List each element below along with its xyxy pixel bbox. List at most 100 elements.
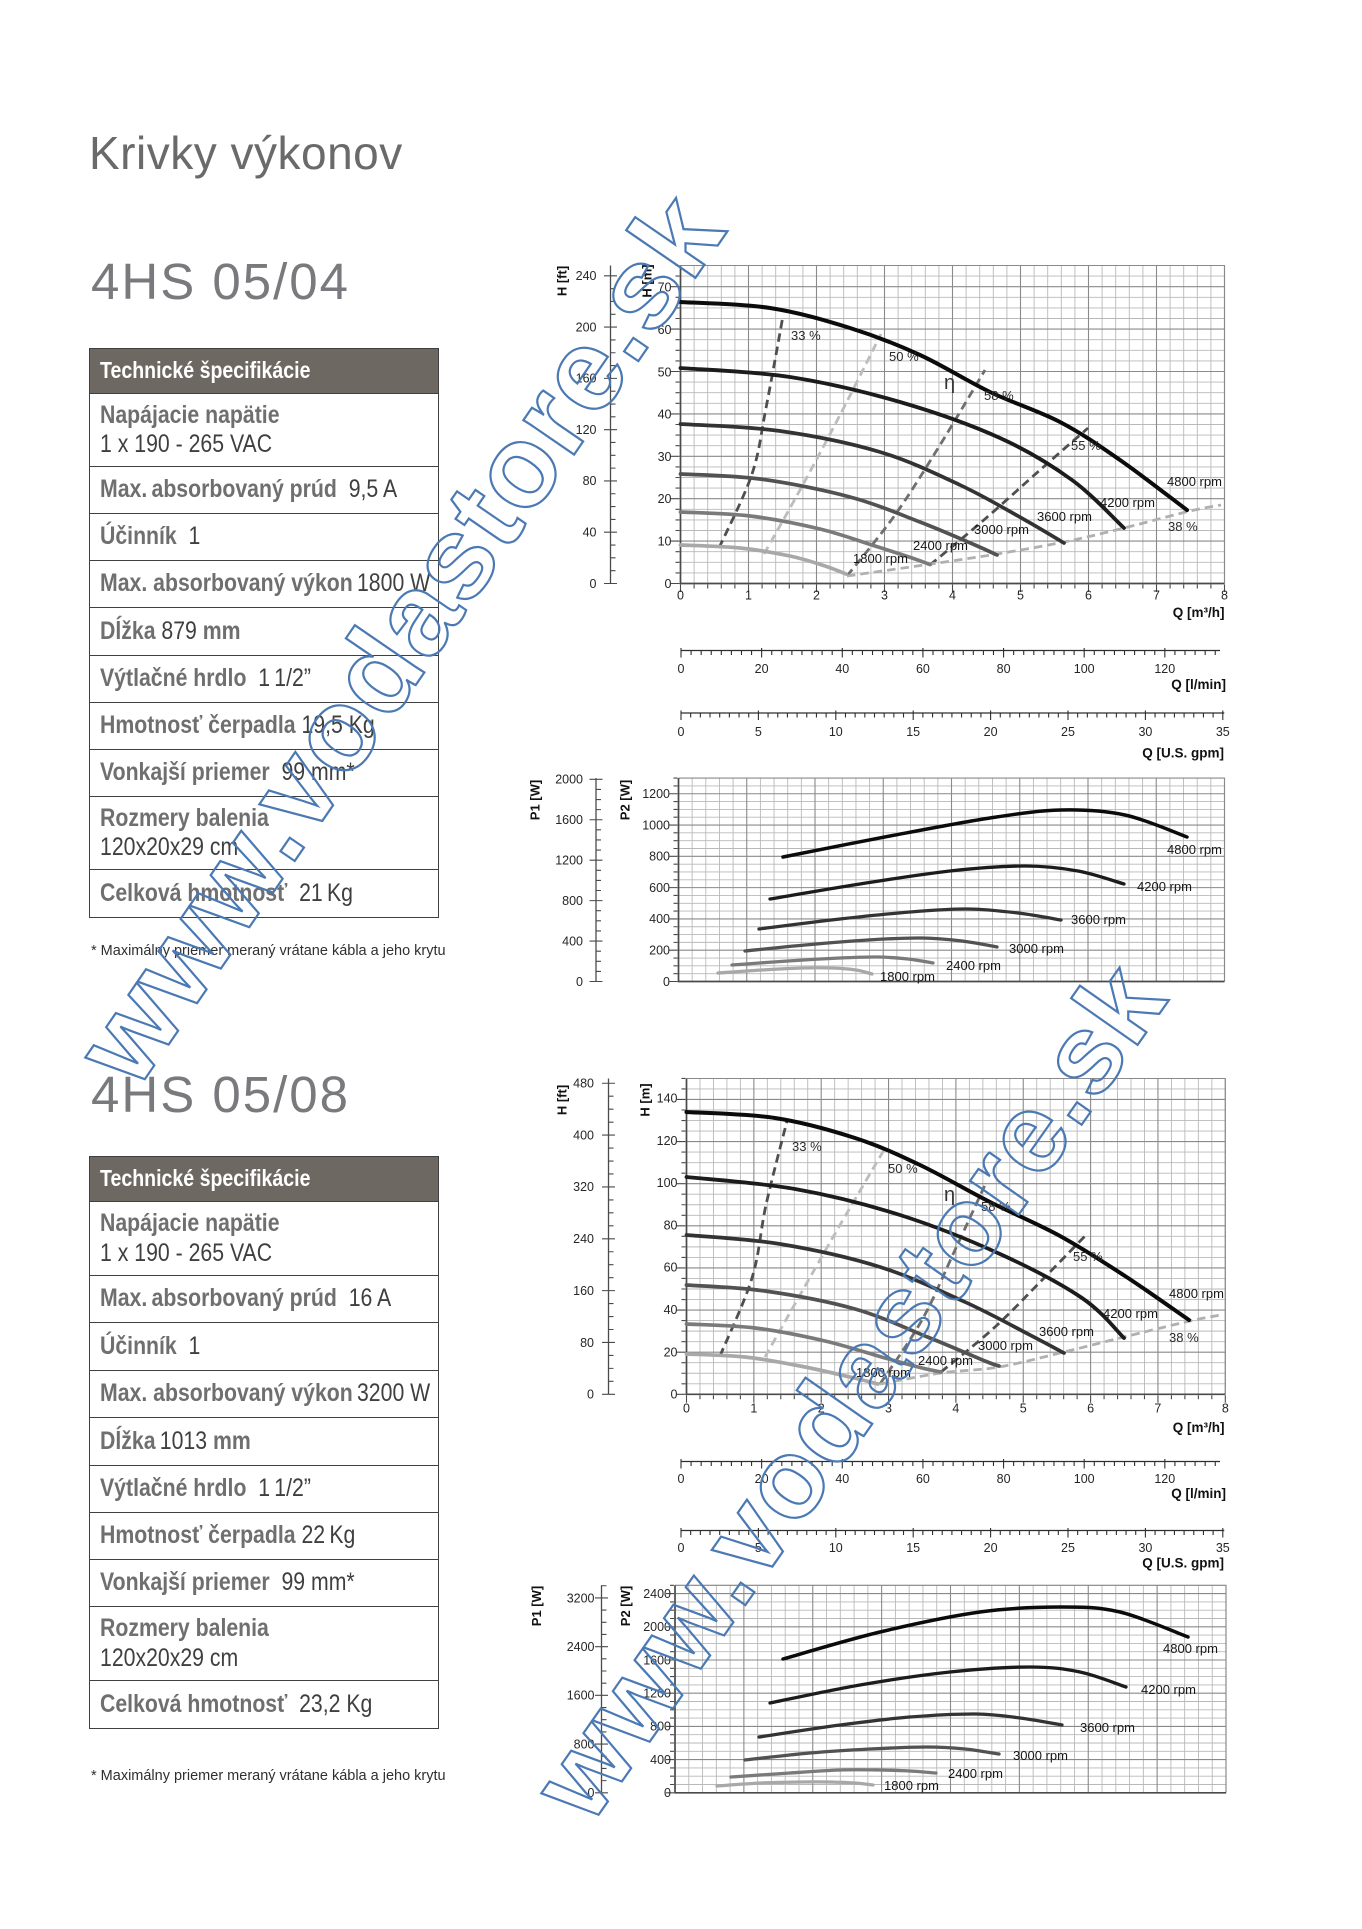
svg-text:4: 4 [949, 589, 956, 603]
svg-text:30: 30 [1138, 1541, 1152, 1555]
svg-text:40: 40 [835, 1472, 849, 1486]
svg-text:1800 rpm: 1800 rpm [853, 551, 908, 566]
svg-text:4800 rpm: 4800 rpm [1163, 1641, 1218, 1656]
svg-text:3600 rpm: 3600 rpm [1037, 509, 1092, 524]
svg-text:80: 80 [583, 474, 597, 488]
svg-text:4800 rpm: 4800 rpm [1169, 1286, 1224, 1301]
svg-text:50 %: 50 % [889, 349, 919, 364]
svg-text:55 %: 55 % [1071, 438, 1101, 453]
svg-text:1200: 1200 [643, 1687, 671, 1701]
svg-text:320: 320 [573, 1180, 594, 1194]
svg-text:40: 40 [658, 408, 672, 422]
svg-text:5: 5 [755, 1541, 762, 1555]
svg-text:2: 2 [813, 589, 820, 603]
svg-text:3600 rpm: 3600 rpm [1071, 912, 1126, 927]
svg-text:3: 3 [881, 589, 888, 603]
svg-text:200: 200 [649, 944, 670, 958]
svg-text:3000 rpm: 3000 rpm [1009, 941, 1064, 956]
svg-text:0: 0 [663, 975, 670, 989]
svg-text:40: 40 [835, 662, 849, 676]
svg-text:2000: 2000 [643, 1620, 671, 1634]
svg-text:1800 rpm: 1800 rpm [880, 969, 935, 984]
svg-text:10: 10 [658, 535, 672, 549]
svg-text:2400: 2400 [567, 1640, 595, 1654]
svg-text:40: 40 [664, 1303, 678, 1317]
svg-text:0: 0 [588, 1786, 595, 1800]
svg-text:H [m]: H [m] [638, 1083, 653, 1116]
svg-text:3: 3 [885, 1402, 892, 1416]
svg-text:140: 140 [657, 1092, 678, 1106]
svg-text:0: 0 [587, 1388, 594, 1402]
svg-text:600: 600 [649, 881, 670, 895]
svg-text:120: 120 [1154, 1472, 1175, 1486]
svg-text:30: 30 [658, 450, 672, 464]
svg-text:3000 rpm: 3000 rpm [978, 1338, 1033, 1353]
svg-text:P2 [W]: P2 [W] [618, 780, 633, 820]
svg-text:H [ft]: H [ft] [555, 1085, 570, 1115]
svg-text:4200 rpm: 4200 rpm [1137, 879, 1192, 894]
svg-text:4200 rpm: 4200 rpm [1141, 1682, 1196, 1697]
svg-text:60: 60 [664, 1261, 678, 1275]
svg-text:3000 rpm: 3000 rpm [974, 522, 1029, 537]
svg-text:20: 20 [658, 492, 672, 506]
svg-text:35: 35 [1216, 1541, 1230, 1555]
svg-text:800: 800 [574, 1737, 595, 1751]
svg-text:3200: 3200 [567, 1591, 595, 1605]
svg-text:7: 7 [1153, 589, 1160, 603]
svg-text:20: 20 [984, 1541, 998, 1555]
svg-text:3000 rpm: 3000 rpm [1013, 1748, 1068, 1763]
svg-text:50: 50 [658, 365, 672, 379]
svg-text:20: 20 [664, 1345, 678, 1359]
svg-text:120: 120 [657, 1134, 678, 1148]
svg-text:2400 rpm: 2400 rpm [946, 958, 1001, 973]
svg-text:η: η [944, 1184, 955, 1206]
svg-text:2000: 2000 [555, 773, 583, 787]
svg-text:400: 400 [649, 912, 670, 926]
svg-text:30: 30 [1138, 725, 1152, 739]
svg-text:100: 100 [1074, 662, 1095, 676]
svg-text:2400 rpm: 2400 rpm [918, 1353, 973, 1368]
svg-text:0: 0 [576, 975, 583, 989]
svg-text:100: 100 [1074, 1472, 1095, 1486]
svg-text:0: 0 [590, 577, 597, 591]
svg-text:P2 [W]: P2 [W] [618, 1586, 633, 1626]
svg-text:7: 7 [1154, 1402, 1161, 1416]
svg-text:58 %: 58 % [984, 388, 1014, 403]
svg-text:400: 400 [573, 1128, 594, 1142]
svg-text:6: 6 [1087, 1402, 1094, 1416]
svg-text:P1 [W]: P1 [W] [529, 1586, 544, 1626]
svg-text:800: 800 [649, 850, 670, 864]
svg-text:8: 8 [1222, 1402, 1229, 1416]
svg-text:6: 6 [1085, 589, 1092, 603]
svg-text:2400 rpm: 2400 rpm [948, 1766, 1003, 1781]
svg-text:5: 5 [1020, 1402, 1027, 1416]
svg-text:www.vodastore.sk: www.vodastore.sk [49, 170, 749, 1107]
svg-text:3600 rpm: 3600 rpm [1080, 1720, 1135, 1735]
svg-text:H [m]: H [m] [640, 264, 655, 297]
svg-text:35: 35 [1216, 725, 1230, 739]
svg-text:80: 80 [580, 1336, 594, 1350]
svg-text:0: 0 [665, 577, 672, 591]
svg-text:100: 100 [657, 1176, 678, 1190]
svg-text:1000: 1000 [642, 818, 670, 832]
svg-text:60: 60 [916, 1472, 930, 1486]
svg-text:60: 60 [658, 323, 672, 337]
svg-text:4200 rpm: 4200 rpm [1103, 1306, 1158, 1321]
svg-text:1600: 1600 [643, 1653, 671, 1667]
svg-text:Q [U.S. gpm]: Q [U.S. gpm] [1142, 746, 1224, 761]
svg-text:400: 400 [562, 934, 583, 948]
svg-text:P1 [W]: P1 [W] [528, 780, 543, 820]
svg-text:160: 160 [573, 1284, 594, 1298]
svg-text:50 %: 50 % [888, 1161, 918, 1176]
svg-text:120: 120 [576, 423, 597, 437]
svg-text:Q [m³/h]: Q [m³/h] [1173, 1420, 1225, 1435]
svg-text:200: 200 [576, 320, 597, 334]
svg-text:1800 rpm: 1800 rpm [856, 1365, 911, 1380]
svg-text:5: 5 [1017, 589, 1024, 603]
svg-text:400: 400 [650, 1753, 671, 1767]
svg-text:160: 160 [576, 372, 597, 386]
svg-text:0: 0 [678, 1541, 685, 1555]
svg-text:240: 240 [576, 269, 597, 283]
svg-text:0: 0 [664, 1786, 671, 1800]
svg-text:38 %: 38 % [1168, 519, 1198, 534]
